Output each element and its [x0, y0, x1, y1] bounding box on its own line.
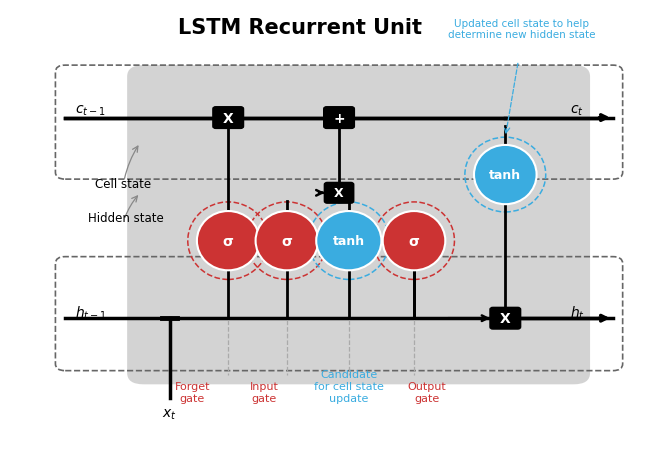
- Ellipse shape: [316, 212, 381, 271]
- Text: +: +: [333, 111, 345, 125]
- Text: X: X: [500, 312, 511, 325]
- FancyBboxPatch shape: [324, 108, 354, 129]
- Text: Cell state: Cell state: [95, 178, 151, 191]
- Text: tanh: tanh: [489, 169, 522, 182]
- Text: X: X: [223, 111, 233, 125]
- FancyBboxPatch shape: [490, 308, 520, 329]
- Text: $c_{t-1}$: $c_{t-1}$: [75, 103, 106, 118]
- Text: σ: σ: [282, 234, 292, 248]
- Ellipse shape: [383, 212, 445, 271]
- Text: $x_t$: $x_t$: [162, 407, 177, 421]
- Text: Input
gate: Input gate: [250, 381, 278, 403]
- Text: LSTM Recurrent Unit: LSTM Recurrent Unit: [178, 18, 422, 38]
- FancyBboxPatch shape: [213, 108, 243, 129]
- Ellipse shape: [197, 212, 259, 271]
- Ellipse shape: [474, 146, 537, 205]
- Text: Candidate
for cell state
update: Candidate for cell state update: [314, 369, 384, 403]
- Text: Updated cell state to help
determine new hidden state: Updated cell state to help determine new…: [448, 19, 595, 40]
- Text: Hidden state: Hidden state: [88, 212, 164, 225]
- Text: σ: σ: [409, 234, 419, 248]
- Text: $h_t$: $h_t$: [570, 304, 585, 321]
- Text: tanh: tanh: [333, 235, 365, 248]
- FancyBboxPatch shape: [127, 66, 590, 384]
- Text: Forget
gate: Forget gate: [175, 381, 210, 403]
- FancyBboxPatch shape: [325, 183, 353, 203]
- Text: X: X: [334, 187, 344, 200]
- Ellipse shape: [256, 212, 318, 271]
- Text: $h_{t-1}$: $h_{t-1}$: [75, 304, 107, 321]
- Text: σ: σ: [223, 234, 233, 248]
- Text: Output
gate: Output gate: [408, 381, 447, 403]
- Text: $c_t$: $c_t$: [570, 103, 584, 118]
